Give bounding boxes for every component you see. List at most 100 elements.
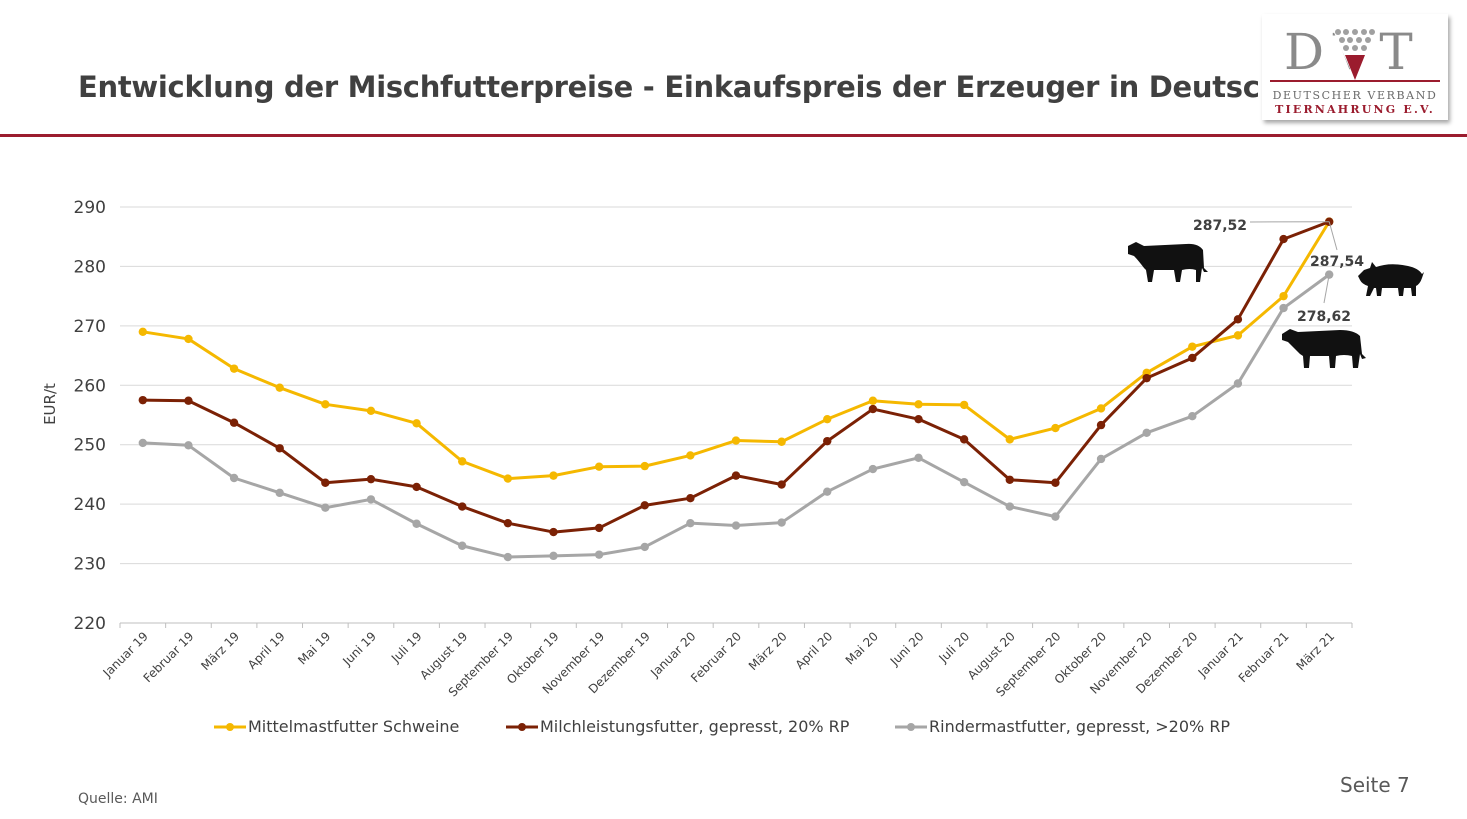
data-point [959,435,969,444]
data-point [959,400,969,410]
y-axis-ticks: 220 230 240 250 260 270 280 290 [74,198,106,634]
data-point [1279,234,1288,244]
series-1 [138,217,1334,483]
data-point [686,451,695,460]
data-point [366,474,376,484]
data-point [503,552,513,562]
data-point [366,495,376,504]
data-point [1096,420,1106,430]
data-point [503,518,513,528]
data-point [412,419,421,428]
data-point [321,503,330,512]
y-tick-label: 260 [74,376,106,396]
data-point [1279,303,1288,313]
data-point [549,527,558,537]
data-point [731,471,741,480]
chart-series [138,217,1334,562]
x-tick-label: Juli 19 [388,629,425,666]
dvt-logo: DVT DEUTSCHER VERBAND TIERNAHRUNG E.V. [1262,14,1448,120]
data-point [1005,475,1014,484]
data-point [640,501,649,510]
x-axis [119,622,1353,628]
data-point [1188,342,1197,351]
series-line [142,273,1331,559]
y-axis-label: EUR/t [41,383,59,425]
data-point [458,457,467,466]
data-point [184,396,193,405]
data-point [1051,478,1060,487]
data-point [640,461,649,471]
data-point [868,404,878,414]
end-value-label: 278,62 [1297,309,1351,325]
data-point [1096,454,1106,464]
data-point [229,473,239,483]
logo-subtitle-1: DEUTSCHER VERBAND [1272,89,1438,102]
data-point [777,437,786,446]
x-tick-label: Mai 19 [295,629,333,667]
pig-icon [1358,262,1424,296]
data-point [868,464,878,474]
y-tick-label: 240 [74,495,106,515]
data-point [321,478,330,487]
page-number: Seite 7 [1340,773,1410,797]
data-point [138,438,148,448]
dairy-cow-icon [1128,242,1208,282]
legend-label: Rindermastfutter, gepresst, >20% RP [929,717,1231,736]
legend-label: Milchleistungsfutter, gepresst, 20% RP [540,717,850,736]
data-point [1051,423,1060,433]
logo-triangle-icon [1332,28,1378,80]
data-point [549,551,558,561]
data-point [138,395,148,405]
data-point [321,400,330,409]
x-tick-label: April 20 [793,629,836,672]
data-point [1142,373,1151,383]
data-point [1005,502,1014,511]
legend-swatch-gray [895,723,927,731]
data-point [275,488,284,498]
data-point [1233,331,1243,340]
data-point [1233,315,1243,324]
x-tick-label: März 21 [1293,629,1337,673]
data-point [686,518,695,528]
data-point [458,502,467,511]
y-tick-label: 250 [74,436,106,456]
data-point [1096,404,1106,413]
logo-subtitle-2: TIERNAHRUNG E.V. [1275,103,1435,116]
beef-cattle-icon [1282,329,1366,368]
y-tick-label: 230 [74,555,106,575]
data-point [594,550,604,559]
data-point [275,383,284,392]
data-point [184,441,193,450]
legend-swatch-brown [506,723,538,731]
data-point [914,414,923,424]
data-point [229,364,239,373]
data-point [412,482,421,492]
x-tick-label: Juni 20 [887,629,927,669]
y-tick-label: 220 [74,614,106,634]
logo-divider [1270,80,1440,82]
data-point [1279,291,1288,301]
end-value-label: 287,54 [1310,254,1364,270]
x-tick-label: März 20 [746,629,790,673]
x-tick-label: April 19 [245,629,288,672]
data-point [458,541,467,550]
data-point [777,518,786,527]
data-point [1142,428,1151,438]
data-point [366,406,376,416]
annotation-leader [1323,274,1330,304]
data-point [868,396,878,405]
data-point [823,436,832,446]
data-point [823,487,832,496]
data-point [914,453,923,462]
data-point [777,480,786,489]
x-tick-label: Juli 20 [936,629,973,666]
data-point [823,414,832,424]
data-point [594,523,604,533]
data-point [275,444,284,453]
data-point [640,542,649,552]
x-tick-label: Juni 19 [339,629,379,669]
data-point [731,521,741,530]
data-point [1233,379,1243,388]
